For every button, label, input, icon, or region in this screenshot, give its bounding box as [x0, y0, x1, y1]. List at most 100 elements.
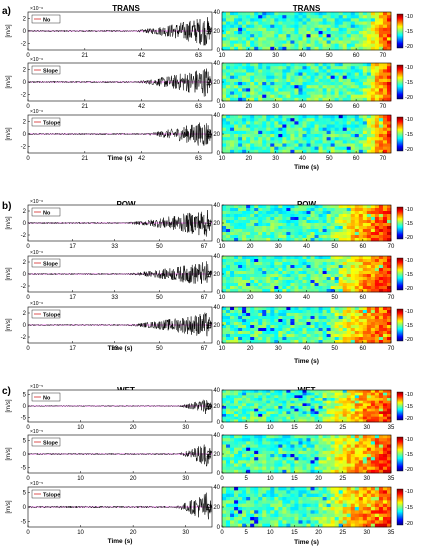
spectrogram-cell [262, 118, 267, 122]
spectrogram-cell [314, 438, 319, 442]
spectrogram-cell [362, 319, 368, 323]
spectrogram-cell [274, 97, 279, 102]
spectrogram-cell [226, 316, 231, 320]
spectrogram-cell [322, 414, 327, 417]
spectrogram-cell [250, 205, 255, 209]
spectrogram-cell [362, 146, 368, 151]
spectrogram-cell [230, 340, 235, 344]
spectrogram-cell [322, 316, 327, 320]
spectrogram-cell [310, 265, 315, 269]
spectrogram-cell [314, 319, 319, 323]
spectrogram-cell [366, 262, 372, 266]
spectrogram-cell [290, 457, 295, 461]
spectrogram-cell [266, 517, 271, 521]
spectrogram-cell [230, 85, 235, 89]
spectrogram-cell [226, 497, 231, 501]
spectrogram-cell [266, 85, 271, 89]
spectrogram-cell [242, 130, 247, 135]
y-axis-label: [m/s] [6, 216, 12, 229]
spectrogram-cell [294, 313, 299, 317]
spectrogram-cell [342, 256, 348, 260]
x-tick-label: 50 [156, 295, 163, 301]
spectrogram-cell [258, 487, 263, 491]
spectrogram-cell [330, 274, 335, 278]
spectrogram-cell [382, 274, 388, 278]
spectrogram-cell [318, 438, 323, 442]
spectrogram-cell [370, 134, 376, 138]
spectrogram-cell [382, 310, 388, 314]
spectrogram-cell [258, 97, 263, 102]
spectrogram-cell [318, 121, 323, 125]
spectrogram-cell [250, 416, 255, 420]
spectrogram-cell [318, 507, 323, 511]
x-tick-label: 20 [315, 425, 322, 431]
spectrogram-cell [282, 490, 287, 494]
spectrogram-cell [306, 286, 311, 290]
spectrogram-cell [378, 226, 384, 230]
spectrogram-cell [274, 286, 279, 290]
spectrogram-cell [234, 217, 239, 221]
spectrogram-cell [374, 328, 380, 332]
spectrogram-cell [302, 395, 307, 399]
spectrogram-cell [302, 466, 307, 471]
spectrogram-cell [234, 319, 239, 323]
spectrogram-cell [306, 72, 311, 76]
spectrogram-cell [378, 124, 384, 128]
spectrogram-cell [226, 414, 231, 417]
spectrogram-cell [274, 220, 279, 224]
spectrogram-cell [230, 238, 235, 242]
spectrogram-cell [350, 229, 356, 233]
spectrogram-cell [302, 40, 307, 44]
spectrogram-cell [262, 208, 267, 212]
spectrogram-cell [374, 310, 380, 314]
spectrogram-cell [354, 223, 360, 227]
spectrogram-cell [250, 444, 255, 448]
spectrogram-cell [250, 497, 255, 501]
spectrogram-cell [278, 223, 283, 227]
spectrogram-cell [262, 390, 267, 393]
spectrogram-cell [362, 15, 368, 19]
spectrogram-cell [374, 262, 380, 266]
spectrogram-cell [378, 390, 384, 393]
spectrogram-cell [362, 454, 368, 458]
spectrogram-cell [250, 127, 255, 132]
spectrogram-cell [298, 220, 303, 224]
spectrogram-cell [282, 322, 287, 326]
spectrogram-cell [310, 220, 315, 224]
spectrogram-cell [382, 408, 388, 412]
spectrogram-cell [278, 268, 283, 272]
spectrogram-cell [322, 66, 327, 70]
spectrogram-cell [382, 328, 388, 332]
spectrogram-cell [310, 140, 315, 144]
spectrogram-cell [254, 493, 259, 498]
spectrogram-cell [370, 94, 376, 99]
spectrogram-cell [254, 408, 259, 412]
spectrogram-cell [286, 146, 291, 151]
spectrogram-cell [386, 214, 392, 218]
spectrogram-cell [226, 31, 231, 35]
spectrogram-cell [358, 500, 364, 504]
spectrogram-cell [374, 513, 380, 518]
spectrogram-cell [230, 205, 235, 209]
spectrogram-cell [318, 268, 323, 272]
spectrogram-cell [382, 265, 388, 269]
spectrogram-cell [282, 507, 287, 511]
spectrogram-cell [386, 289, 392, 293]
spectrogram-cell [306, 307, 311, 311]
spectrogram-cell [250, 441, 255, 445]
spectrogram-cell [226, 124, 231, 128]
spectrogram-cell [290, 406, 295, 409]
spectrogram-cell [274, 416, 279, 420]
spectrogram-cell [370, 24, 376, 29]
spectrogram-cell [342, 208, 348, 212]
spectrogram-cell [310, 78, 315, 83]
spectrogram-cell [222, 124, 227, 128]
spectrogram-cell [386, 140, 392, 144]
spectrogram-cell [242, 214, 247, 218]
spectrogram-cell [342, 414, 348, 417]
spectrogram-cell [234, 82, 239, 86]
spectrogram-cell [306, 497, 311, 501]
spectrogram-cell [378, 12, 384, 16]
spectrogram-cell [338, 400, 344, 404]
spectrogram-cell [222, 435, 227, 439]
